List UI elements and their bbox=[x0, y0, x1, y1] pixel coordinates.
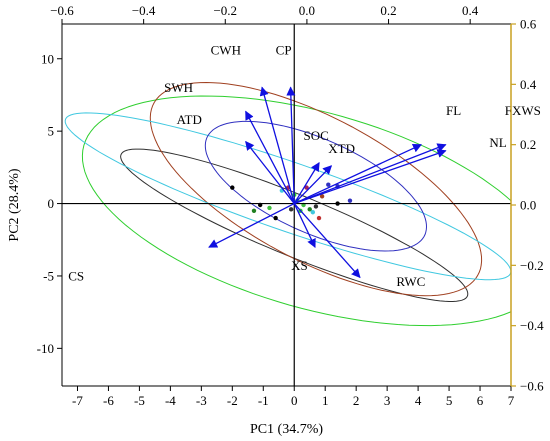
plot-frame bbox=[61, 23, 512, 387]
top-tick-label: −0.2 bbox=[213, 3, 237, 18]
x-tick-label: 0 bbox=[291, 393, 298, 408]
sample-point-16 bbox=[326, 182, 331, 187]
y-tick-label: 10 bbox=[41, 51, 54, 66]
top-tick-label: −0.6 bbox=[50, 3, 74, 18]
x-tick-label: 3 bbox=[384, 393, 391, 408]
x-tick-label: -1 bbox=[258, 393, 269, 408]
loading-label-cs: CS bbox=[68, 268, 84, 283]
loading-vector-fxws bbox=[294, 143, 447, 205]
sample-point-5 bbox=[273, 215, 278, 221]
confidence-ellipse-2 bbox=[81, 95, 511, 327]
loading-vector-swh bbox=[245, 110, 295, 204]
loading-label-cp: CP bbox=[276, 42, 292, 57]
right-tick-label: 0.6 bbox=[520, 17, 537, 32]
loading-vector-xtd bbox=[293, 165, 333, 205]
x-tick-label: -6 bbox=[103, 393, 114, 408]
y-tick-label: -5 bbox=[43, 268, 54, 283]
right-tick-label: 0.2 bbox=[520, 137, 536, 152]
right-tick-label: −0.2 bbox=[520, 258, 544, 273]
sample-point-1 bbox=[230, 185, 235, 190]
loading-vector-rwc bbox=[293, 203, 361, 279]
x-tick-label: -3 bbox=[196, 393, 207, 408]
loading-vector-fl bbox=[293, 143, 423, 205]
loading-label-fl: FL bbox=[446, 103, 461, 118]
loading-vector-atd bbox=[245, 140, 295, 204]
loading-label-rwc: RWC bbox=[396, 274, 425, 289]
y-axis-title: PC2 (28.4%) bbox=[7, 168, 22, 241]
right-tick-label: 0.0 bbox=[520, 198, 536, 213]
x-tick-label: -5 bbox=[134, 393, 145, 408]
sample-point-15 bbox=[319, 194, 325, 199]
x-tick-label: -2 bbox=[227, 393, 238, 408]
top-tick-label: 0.0 bbox=[299, 3, 315, 18]
top-tick-label: −0.4 bbox=[132, 3, 156, 18]
x-tick-label: 2 bbox=[353, 393, 360, 408]
x-tick-label: -4 bbox=[165, 393, 176, 408]
loading-label-nl: NL bbox=[489, 135, 506, 150]
confidence-ellipse-4 bbox=[64, 112, 511, 281]
y-tick-label: 5 bbox=[48, 124, 55, 139]
right-tick-label: −0.4 bbox=[520, 318, 544, 333]
right-tick-label: −0.6 bbox=[520, 379, 544, 394]
confidence-ellipse-3 bbox=[149, 81, 483, 297]
loading-vector-cwh bbox=[259, 86, 295, 204]
sample-point-10 bbox=[304, 185, 309, 190]
loading-label-atd: ATD bbox=[177, 112, 202, 127]
top-tick-label: 0.4 bbox=[462, 3, 479, 18]
x-axis-title: PC1 (34.7%) bbox=[250, 422, 323, 437]
loading-label-swh: SWH bbox=[164, 80, 193, 95]
loading-vector-soc bbox=[293, 161, 320, 204]
sample-point-21 bbox=[288, 207, 294, 212]
y-tick-label: -10 bbox=[37, 341, 54, 356]
loading-label-xtd: XTD bbox=[328, 141, 355, 156]
sample-point-3 bbox=[251, 208, 257, 213]
sample-point-14 bbox=[316, 215, 322, 221]
top-tick-label: 0.2 bbox=[380, 3, 396, 18]
sample-point-11 bbox=[307, 207, 312, 212]
loading-vector-nl bbox=[294, 149, 447, 205]
y-tick-label: 0 bbox=[48, 196, 55, 211]
x-tick-label: 5 bbox=[446, 393, 453, 408]
sample-point-13 bbox=[313, 204, 319, 209]
right-tick-label: 0.4 bbox=[520, 77, 537, 92]
x-tick-label: -7 bbox=[72, 393, 83, 408]
loading-label-soc: SOC bbox=[304, 128, 329, 143]
loading-vectors bbox=[208, 86, 447, 279]
sample-point-4 bbox=[267, 205, 272, 211]
x-tick-label: 6 bbox=[477, 393, 484, 408]
x-tick-label: 1 bbox=[322, 393, 329, 408]
loading-label-fxws: FXWS bbox=[505, 103, 541, 118]
x-tick-label: 7 bbox=[508, 393, 515, 408]
sample-point-12 bbox=[310, 210, 316, 215]
x-tick-label: 4 bbox=[415, 393, 422, 408]
loading-label-cwh: CWH bbox=[211, 42, 241, 57]
loading-vector-cp bbox=[286, 86, 296, 204]
loading-vector-xs bbox=[293, 203, 316, 249]
loading-label-xs: XS bbox=[291, 258, 308, 273]
origin-lines bbox=[62, 24, 511, 386]
loading-vector-cs bbox=[208, 202, 295, 248]
sample-point-19 bbox=[347, 198, 353, 203]
